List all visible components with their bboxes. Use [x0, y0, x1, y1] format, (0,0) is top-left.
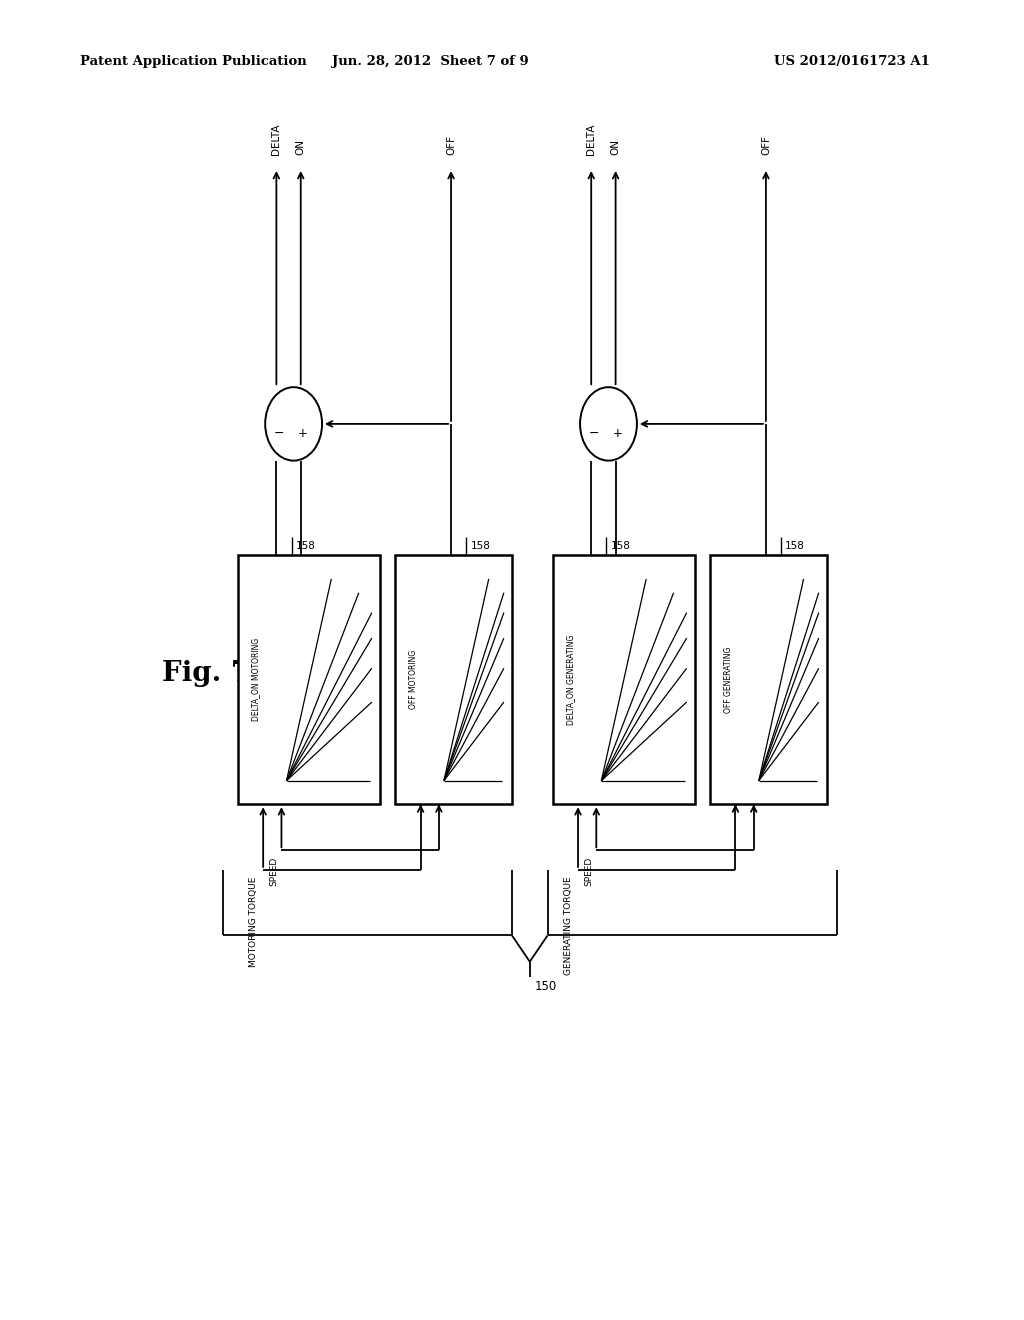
- Text: MOTORING TORQUE: MOTORING TORQUE: [249, 876, 258, 966]
- Text: 158: 158: [470, 541, 490, 550]
- Text: DELTA_ON GENERATING: DELTA_ON GENERATING: [566, 635, 575, 725]
- Bar: [553, 556, 695, 804]
- Text: ON: ON: [610, 139, 621, 154]
- Text: Jun. 28, 2012  Sheet 7 of 9: Jun. 28, 2012 Sheet 7 of 9: [333, 55, 529, 69]
- Text: +: +: [612, 426, 623, 440]
- Text: 158: 158: [610, 541, 631, 550]
- Text: Patent Application Publication: Patent Application Publication: [80, 55, 307, 69]
- Bar: [710, 556, 826, 804]
- Text: 158: 158: [296, 541, 315, 550]
- Circle shape: [580, 387, 637, 461]
- Text: OFF MOTORING: OFF MOTORING: [409, 649, 418, 709]
- Text: DELTA: DELTA: [586, 124, 596, 154]
- Text: DELTA: DELTA: [271, 124, 282, 154]
- Text: US 2012/0161723 A1: US 2012/0161723 A1: [774, 55, 930, 69]
- Text: Fig. 7: Fig. 7: [162, 660, 250, 686]
- Text: OFF GENERATING: OFF GENERATING: [724, 647, 733, 713]
- Text: OFF: OFF: [761, 135, 771, 154]
- Text: −: −: [274, 426, 285, 440]
- Bar: [238, 556, 380, 804]
- Text: +: +: [298, 426, 307, 440]
- Text: ON: ON: [296, 139, 306, 154]
- Text: 158: 158: [785, 541, 805, 550]
- Text: SPEED: SPEED: [585, 857, 593, 886]
- Circle shape: [265, 387, 323, 461]
- Text: OFF: OFF: [446, 135, 456, 154]
- Text: −: −: [589, 426, 599, 440]
- Text: GENERATING TORQUE: GENERATING TORQUE: [564, 876, 573, 975]
- Text: SPEED: SPEED: [269, 857, 279, 886]
- Bar: [395, 556, 512, 804]
- Text: 150: 150: [535, 979, 557, 993]
- Text: DELTA_ON MOTORING: DELTA_ON MOTORING: [252, 638, 260, 721]
